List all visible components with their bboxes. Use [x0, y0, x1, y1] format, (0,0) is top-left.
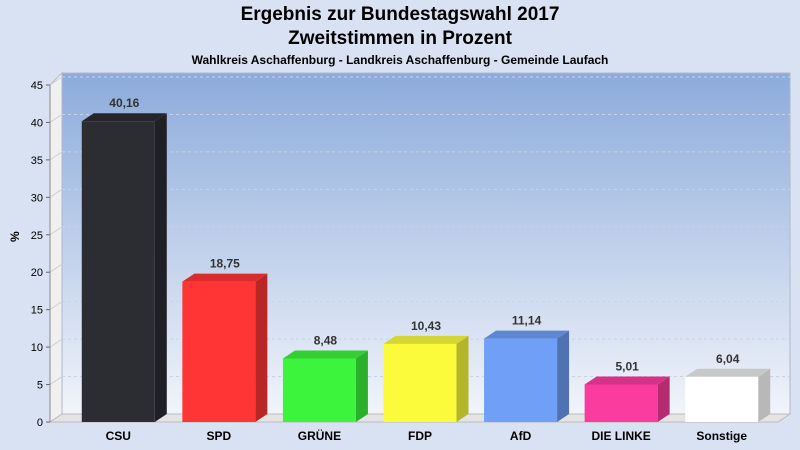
gridline-wall [49, 114, 63, 123]
gridline-wall [49, 301, 63, 311]
y-tick-label: 0 [37, 417, 43, 429]
y-tick-label: 5 [37, 380, 43, 392]
y-tick-label: 20 [31, 267, 43, 279]
gridline-wall [49, 151, 63, 161]
bar-front [484, 338, 558, 422]
value-label: 40,16 [109, 96, 139, 110]
bar-csu [81, 113, 167, 423]
bar-top [484, 330, 570, 339]
bar-side [657, 376, 670, 422]
gridline-wall [49, 76, 63, 86]
bar-side [355, 350, 368, 422]
x-tick-label: GRÜNE [298, 428, 341, 443]
gridline-wall [49, 338, 63, 348]
y-tick-label: 35 [31, 155, 43, 167]
bar-top [182, 273, 268, 282]
bar-fdp [383, 335, 469, 422]
x-tick-label: SPD [207, 429, 232, 443]
bar-top [685, 368, 771, 377]
bar-grüne [282, 350, 368, 422]
bar-top [584, 376, 670, 385]
chart-caption: Wahlkreis Aschaffenburg - Landkreis Asch… [191, 53, 609, 67]
bar-front [81, 121, 155, 423]
value-label: 6,04 [716, 352, 740, 366]
x-tick-label: FDP [408, 429, 432, 443]
bar-front [685, 376, 759, 422]
bar-side [557, 330, 570, 422]
y-tick-label: 30 [31, 192, 43, 204]
value-label: 18,75 [210, 257, 240, 271]
y-tick-label: 25 [31, 230, 43, 242]
value-label: 5,01 [615, 359, 639, 373]
value-label: 10,43 [411, 319, 441, 333]
bar-front [182, 281, 256, 422]
bar-side [255, 273, 268, 422]
y-tick-label: 45 [31, 80, 43, 92]
bar-top [282, 350, 368, 359]
gridline-wall [49, 188, 63, 198]
bar-spd [182, 273, 268, 422]
y-tick-label: 15 [31, 305, 43, 317]
gridline-wall [49, 263, 63, 273]
bar-top [383, 335, 469, 344]
bar-side [456, 335, 469, 422]
chart-title: Ergebnis zur Bundestagswahl 2017 [240, 4, 560, 25]
gridline-wall [49, 226, 63, 236]
y-tick-label: 10 [31, 342, 43, 354]
bar-side [154, 113, 167, 423]
bar-front [282, 358, 356, 422]
value-label: 8,48 [314, 333, 338, 347]
chart-subtitle: Zweitstimmen in Prozent [288, 28, 512, 49]
bar-top [81, 113, 167, 122]
x-tick-label: CSU [106, 429, 131, 443]
bar-front [383, 343, 457, 422]
gridline-wall [49, 376, 63, 385]
bar-afd [484, 330, 570, 422]
y-tick-label: 40 [31, 117, 43, 129]
x-tick-label: AfD [510, 429, 532, 443]
value-label: 11,14 [512, 314, 542, 328]
x-tick-label: DIE LINKE [591, 429, 650, 443]
plot-left-wall [49, 71, 63, 423]
x-tick-label: Sonstige [696, 429, 747, 443]
bar-sonstige [685, 368, 771, 422]
bar-front [584, 384, 658, 422]
bar-side [758, 368, 771, 422]
bar-die-linke [584, 376, 670, 422]
